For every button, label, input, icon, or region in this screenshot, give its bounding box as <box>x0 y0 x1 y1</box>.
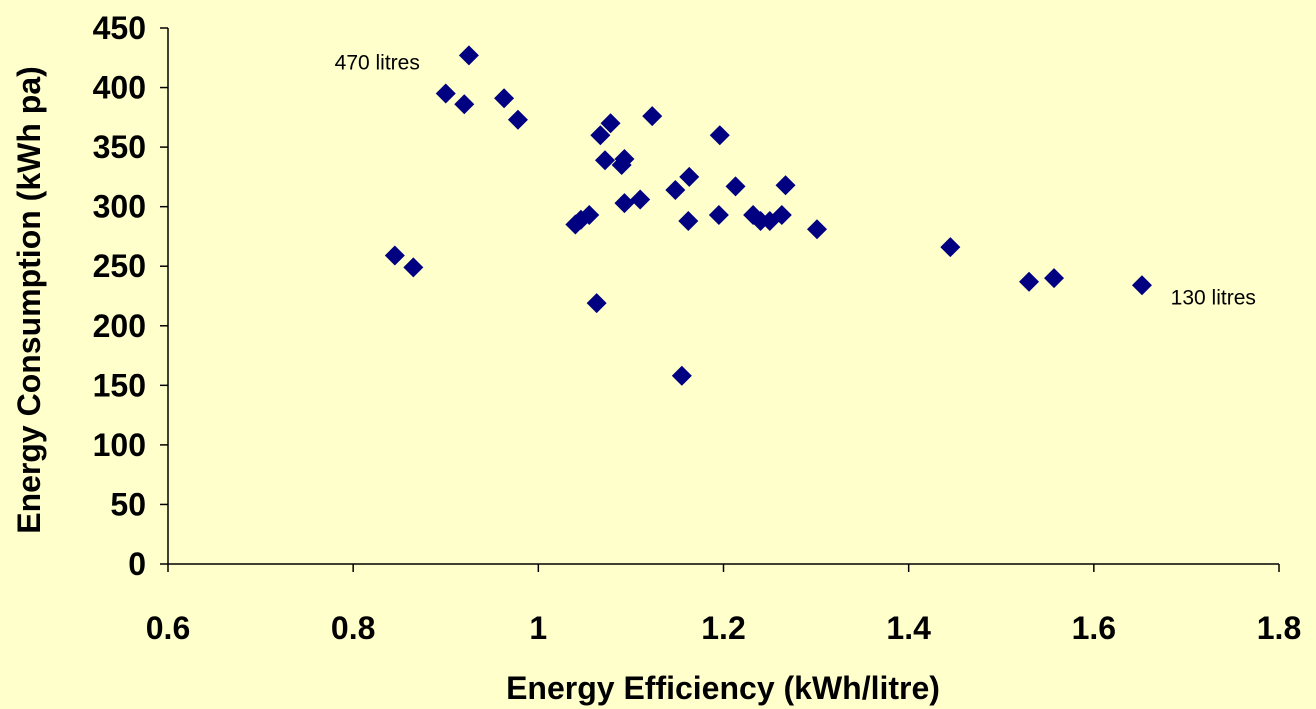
x-tick-label: 1.4 <box>886 610 931 646</box>
data-point <box>771 205 792 226</box>
data-point <box>642 106 663 127</box>
data-point <box>630 189 651 210</box>
annotation-label: 470 litres <box>335 52 420 75</box>
x-tick-label: 1.8 <box>1257 610 1301 646</box>
data-point <box>435 83 456 104</box>
data-point <box>1044 268 1065 289</box>
annotations: 470 litres 130 litres <box>335 52 1256 310</box>
data-point <box>679 166 700 187</box>
data-point <box>384 245 405 266</box>
data-point <box>671 365 692 386</box>
data-point <box>579 205 600 226</box>
data-point <box>678 210 699 231</box>
x-tick-label: 1 <box>529 610 547 646</box>
y-tick-label: 400 <box>93 70 146 106</box>
data-point <box>614 149 635 170</box>
x-tick-label: 0.6 <box>146 610 190 646</box>
data-points <box>384 45 1152 386</box>
y-tick-label: 0 <box>128 546 146 582</box>
axes <box>167 28 1279 565</box>
data-point <box>775 175 796 196</box>
data-point <box>665 179 686 200</box>
x-axis-ticks: 0.6 0.8 1 1.2 1.4 1.6 1.8 <box>146 564 1301 646</box>
data-point <box>708 205 729 226</box>
y-tick-label: 150 <box>93 367 146 403</box>
data-point <box>1131 275 1152 296</box>
data-point <box>454 94 475 115</box>
x-tick-label: 1.2 <box>701 610 745 646</box>
data-point <box>940 237 961 258</box>
data-point <box>725 176 746 197</box>
y-axis-ticks: 0 50 100 150 200 250 300 350 400 450 <box>93 10 168 582</box>
data-point <box>1019 271 1040 292</box>
data-point <box>586 293 607 314</box>
y-tick-label: 100 <box>93 427 146 463</box>
data-point <box>494 88 515 109</box>
y-tick-label: 450 <box>93 10 146 46</box>
y-axis-title: Energy Consumption (kWh pa) <box>11 66 47 534</box>
data-point <box>594 150 615 171</box>
y-tick-label: 250 <box>93 248 146 284</box>
y-tick-label: 200 <box>93 308 146 344</box>
data-point <box>709 125 730 146</box>
data-point <box>507 109 528 130</box>
y-tick-label: 350 <box>93 129 146 165</box>
data-point <box>614 193 635 214</box>
x-tick-label: 1.6 <box>1072 610 1116 646</box>
annotation-label: 130 litres <box>1171 286 1256 309</box>
data-point <box>590 125 611 146</box>
data-point <box>600 113 621 134</box>
data-point <box>458 45 479 66</box>
data-point <box>807 219 828 240</box>
y-tick-label: 300 <box>93 189 146 225</box>
data-point <box>403 257 424 278</box>
y-tick-label: 50 <box>110 486 146 522</box>
x-tick-label: 0.8 <box>331 610 375 646</box>
x-axis-title: Energy Efficiency (kWh/litre) <box>506 670 940 706</box>
